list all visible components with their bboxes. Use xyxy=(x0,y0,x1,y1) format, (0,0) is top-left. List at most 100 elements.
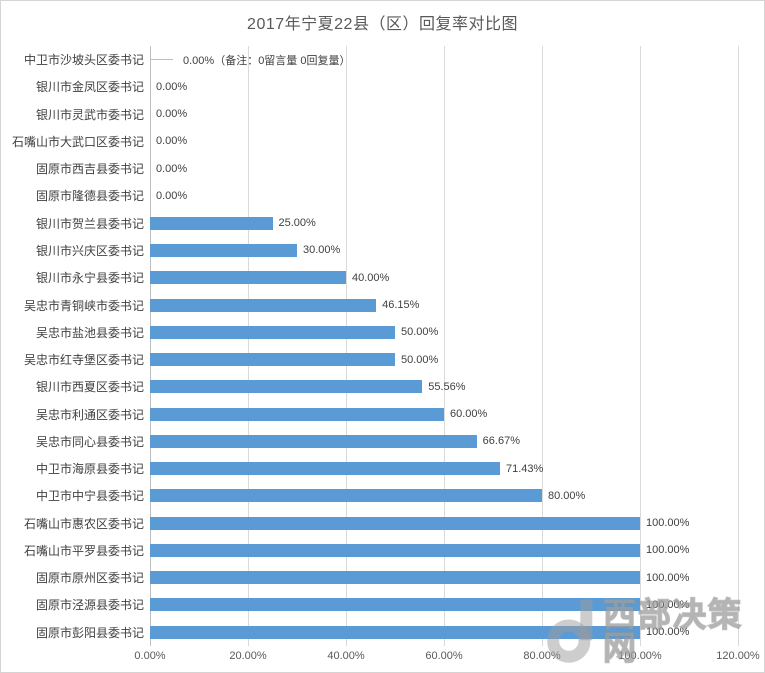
bar-row: 银川市贺兰县委书记 25.00% xyxy=(1,210,764,237)
bar-track: 66.67% xyxy=(150,428,764,455)
bar-track: 100.00% xyxy=(150,591,764,618)
bar-track: 0.00% xyxy=(150,73,764,100)
gridline xyxy=(738,46,739,646)
value-label: 55.56% xyxy=(428,380,466,393)
gridline xyxy=(542,46,543,646)
category-label: 固原市西吉县委书记 xyxy=(35,162,144,177)
bar-track: 55.56% xyxy=(150,373,764,400)
bar-row: 吴忠市青铜峡市委书记 46.15% xyxy=(1,291,764,318)
category-label: 中卫市中宁县委书记 xyxy=(35,489,144,504)
bar xyxy=(150,625,640,639)
category-label: 吴忠市盐池县委书记 xyxy=(35,325,144,340)
bar-row: 吴忠市同心县委书记 66.67% xyxy=(1,428,764,455)
bar-track: 50.00% xyxy=(150,346,764,373)
bar xyxy=(150,216,273,230)
bar-track: 30.00% xyxy=(150,237,764,264)
bar xyxy=(150,571,640,585)
bar-row: 中卫市中宁县委书记 80.00% xyxy=(1,482,764,509)
gridline xyxy=(444,46,445,646)
bar-track: 60.00% xyxy=(150,400,764,427)
bar-row: 固原市隆德县委书记 0.00% xyxy=(1,182,764,209)
category-label: 吴忠市红寺堡区委书记 xyxy=(23,353,144,368)
chart-rows: 中卫市沙坡头区委书记 0.00%（备注：0留言量 0回复量） 银川市金凤区委书记 0.… xyxy=(1,46,764,646)
bar-row: 石嘴山市大武口区委书记 0.00% xyxy=(1,128,764,155)
value-label: 100.00% xyxy=(646,517,690,530)
bar-row: 中卫市沙坡头区委书记 0.00%（备注：0留言量 0回复量） xyxy=(1,46,764,73)
x-tick-label: 20.00% xyxy=(229,650,267,662)
bar-track: 50.00% xyxy=(150,319,764,346)
category-label: 银川市金凤区委书记 xyxy=(35,80,144,95)
category-label: 银川市永宁县委书记 xyxy=(35,271,144,286)
leader-line xyxy=(150,59,173,61)
bar-track: 0.00%（备注：0留言量 0回复量） xyxy=(150,46,764,73)
bar-row: 银川市灵武市委书记 0.00% xyxy=(1,101,764,128)
bar xyxy=(150,243,297,257)
bar xyxy=(150,543,640,557)
value-label: 100.00% xyxy=(646,598,690,611)
value-label: 100.00% xyxy=(646,544,690,557)
category-label: 中卫市沙坡头区委书记 xyxy=(23,53,144,68)
category-label: 吴忠市同心县委书记 xyxy=(35,434,144,449)
bar-row: 银川市金凤区委书记 0.00% xyxy=(1,73,764,100)
bar-row: 固原市彭阳县委书记 100.00% xyxy=(1,619,764,646)
value-label: 0.00%（备注：0留言量 0回复量） xyxy=(183,54,351,67)
chart-title: 2017年宁夏22县（区）回复率对比图 xyxy=(247,16,518,33)
x-tick-label: 0.00% xyxy=(134,650,166,662)
bar xyxy=(150,325,395,339)
bar-track: 0.00% xyxy=(150,155,764,182)
category-label: 固原市彭阳县委书记 xyxy=(35,625,144,640)
bar-row: 固原市泾源县委书记 100.00% xyxy=(1,591,764,618)
bar-row: 银川市永宁县委书记 40.00% xyxy=(1,264,764,291)
bar-track: 46.15% xyxy=(150,291,764,318)
bar xyxy=(150,407,444,421)
bar xyxy=(150,380,423,394)
value-label: 100.00% xyxy=(646,571,690,584)
y-axis-line xyxy=(150,46,151,646)
x-tick-label: 120.00% xyxy=(716,650,760,662)
bar xyxy=(150,598,640,612)
category-label: 固原市原州区委书记 xyxy=(35,571,144,586)
category-label: 吴忠市利通区委书记 xyxy=(35,407,144,422)
value-label: 25.00% xyxy=(278,217,316,230)
gridline xyxy=(640,46,641,646)
bar-row: 石嘴山市平罗县委书记 100.00% xyxy=(1,537,764,564)
x-tick-label: 80.00% xyxy=(523,650,561,662)
category-label: 石嘴山市大武口区委书记 xyxy=(11,134,144,149)
bar xyxy=(150,298,377,312)
bar xyxy=(150,434,477,448)
bar-track: 80.00% xyxy=(150,482,764,509)
category-label: 银川市西夏区委书记 xyxy=(35,380,144,395)
value-label: 46.15% xyxy=(382,299,420,312)
bar-row: 吴忠市利通区委书记 60.00% xyxy=(1,400,764,427)
category-label: 银川市贺兰县委书记 xyxy=(35,216,144,231)
x-tick-label: 60.00% xyxy=(425,650,463,662)
bar-track: 25.00% xyxy=(150,210,764,237)
category-label: 银川市灵武市委书记 xyxy=(35,107,144,122)
category-label: 石嘴山市惠农区委书记 xyxy=(23,516,144,531)
bar-row: 银川市兴庆区委书记 30.00% xyxy=(1,237,764,264)
bar xyxy=(150,462,500,476)
bar-row: 石嘴山市惠农区委书记 100.00% xyxy=(1,510,764,537)
category-label: 固原市隆德县委书记 xyxy=(35,189,144,204)
bar xyxy=(150,489,542,503)
gridline xyxy=(248,46,249,646)
bar-row: 银川市西夏区委书记 55.56% xyxy=(1,373,764,400)
bar-track: 100.00% xyxy=(150,564,764,591)
bar-track: 0.00% xyxy=(150,101,764,128)
bar-row: 吴忠市盐池县委书记 50.00% xyxy=(1,319,764,346)
bar-track: 100.00% xyxy=(150,537,764,564)
category-label: 吴忠市青铜峡市委书记 xyxy=(23,298,144,313)
bar-track: 100.00% xyxy=(150,510,764,537)
bar-track: 40.00% xyxy=(150,264,764,291)
bar-track: 71.43% xyxy=(150,455,764,482)
category-label: 石嘴山市平罗县委书记 xyxy=(23,543,144,558)
bar xyxy=(150,516,640,530)
value-label: 0.00% xyxy=(156,135,188,148)
value-label: 50.00% xyxy=(401,353,439,366)
x-tick-label: 40.00% xyxy=(327,650,365,662)
value-label: 30.00% xyxy=(303,244,341,257)
value-label: 0.00% xyxy=(156,162,188,175)
bar xyxy=(150,353,395,367)
value-label: 71.43% xyxy=(506,462,544,475)
